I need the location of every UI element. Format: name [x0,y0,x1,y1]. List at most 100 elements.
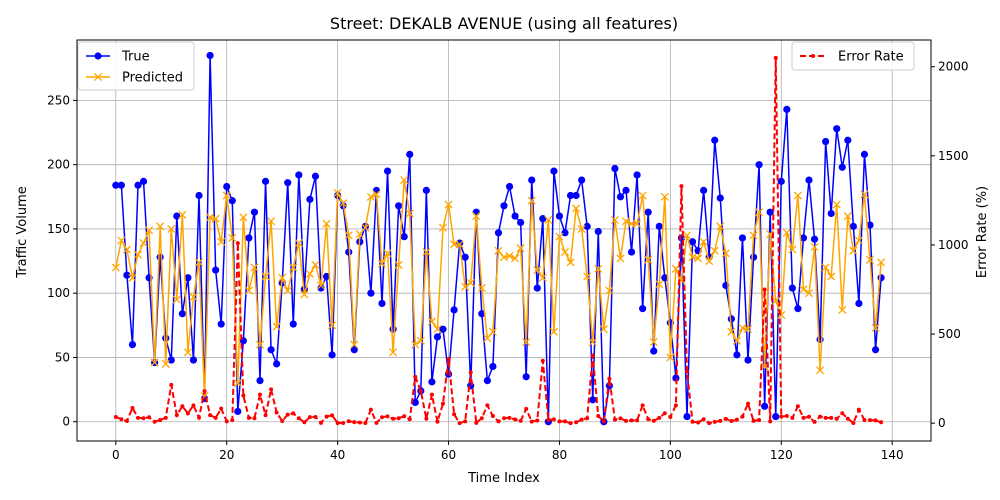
data-point-predicted [261,272,270,281]
data-point-error-rate [784,414,789,419]
data-point-predicted [228,233,237,242]
data-point-predicted [167,224,176,233]
data-point-true [505,182,514,191]
data-point-error-rate [862,417,867,422]
data-point-true [738,234,747,242]
y-axis-label: Traffic Volume [15,186,30,279]
axes: 0 20 40 60 80 100 120 140 0 50 100 150 200 250 0 500 100… [47,39,969,462]
data-point-predicted [732,336,741,345]
data-point-error-rate [629,418,634,423]
data-point-error-rate [513,417,518,422]
data-point-predicted [194,258,204,267]
data-point-true [822,137,830,146]
data-point-error-rate [635,418,640,423]
data-point-error-rate [585,416,590,421]
data-point-true [422,186,430,194]
data-point-predicted [655,280,664,289]
data-point-predicted [583,272,592,281]
data-point-error-rate [479,416,484,421]
data-point-error-rate [402,414,407,419]
data-point-predicted [477,283,486,293]
data-point-error-rate [230,418,235,423]
data-point-predicted [877,258,886,267]
data-point-predicted [599,325,608,334]
data-point-predicted [117,236,126,245]
data-point-predicted [383,249,392,258]
data-point-true [838,163,846,171]
data-point-predicted [239,213,248,222]
data-point-predicted [860,190,869,199]
data-point-error-rate [258,392,262,397]
data-point-error-rate [746,401,750,406]
data-point-predicted [411,340,420,349]
data-point-error-rate [435,419,440,424]
data-point-true [766,208,774,216]
data-point-true [716,194,724,202]
y-tick-label: 100 [47,286,70,300]
data-point-error-rate [734,417,739,422]
data-point-error-rate [640,403,645,408]
data-point-predicted [405,209,414,218]
x-tick-label: 60 [441,448,456,462]
data-point-predicted [294,239,303,248]
data-point-predicted [416,336,425,345]
data-point-error-rate [413,374,418,379]
data-point-error-rate [441,401,445,406]
data-point-error-rate [834,416,839,421]
data-point-true [744,356,752,364]
data-point-error-rate [452,412,457,417]
data-point-predicted [128,273,137,282]
data-point-error-rate [662,411,667,416]
data-point-error-rate [646,417,651,422]
data-point-true [389,325,397,333]
data-point-predicted [250,263,259,272]
data-point-true [350,346,358,354]
data-point-true [212,266,220,274]
data-point-error-rate [363,420,368,425]
data-point-error-rate [380,415,384,420]
data-point-predicted [366,192,375,201]
data-point-error-rate [296,416,301,421]
data-point-predicted [605,286,614,295]
data-point-error-rate [396,416,401,421]
data-point-error-rate [174,413,179,418]
y2-tick-label: 500 [938,327,961,341]
data-point-predicted [211,214,220,223]
data-point-predicted [533,266,542,275]
data-point-true [578,176,586,184]
chart-title: Street: DEKALB AVENUE (using all feature… [330,14,678,33]
data-point-error-rate [762,287,767,292]
data-point-true [256,376,264,385]
data-point-error-rate [418,389,423,394]
x-tick-label: 140 [881,448,904,462]
data-point-error-rate [535,418,540,423]
data-point-predicted [849,246,858,255]
data-point-true [478,310,486,318]
data-point-predicted [749,231,758,240]
data-point-predicted [361,223,370,232]
y2-tick-label: 0 [938,416,946,430]
data-point-predicted [183,348,192,357]
data-point-true [406,150,414,158]
data-point-predicted [865,255,875,264]
data-point-predicted [278,273,287,282]
data-point-error-rate [651,418,656,423]
data-point-true [494,229,503,237]
data-point-error-rate [807,414,811,419]
data-point-error-rate [136,415,140,420]
data-point-error-rate [391,416,396,421]
data-point-error-rate [468,370,473,375]
data-point-error-rate [773,55,778,60]
data-point-predicted [555,232,564,241]
data-point-predicted [472,212,481,221]
data-point-true [855,299,863,308]
data-point-true [367,289,375,297]
data-point-error-rate [357,420,362,425]
data-point-predicted [572,204,581,213]
data-point-predicted [372,190,381,199]
data-point-error-rate [740,414,745,419]
data-point-error-rate [829,415,834,420]
data-point-true [733,351,741,359]
data-point-error-rate [718,418,723,423]
